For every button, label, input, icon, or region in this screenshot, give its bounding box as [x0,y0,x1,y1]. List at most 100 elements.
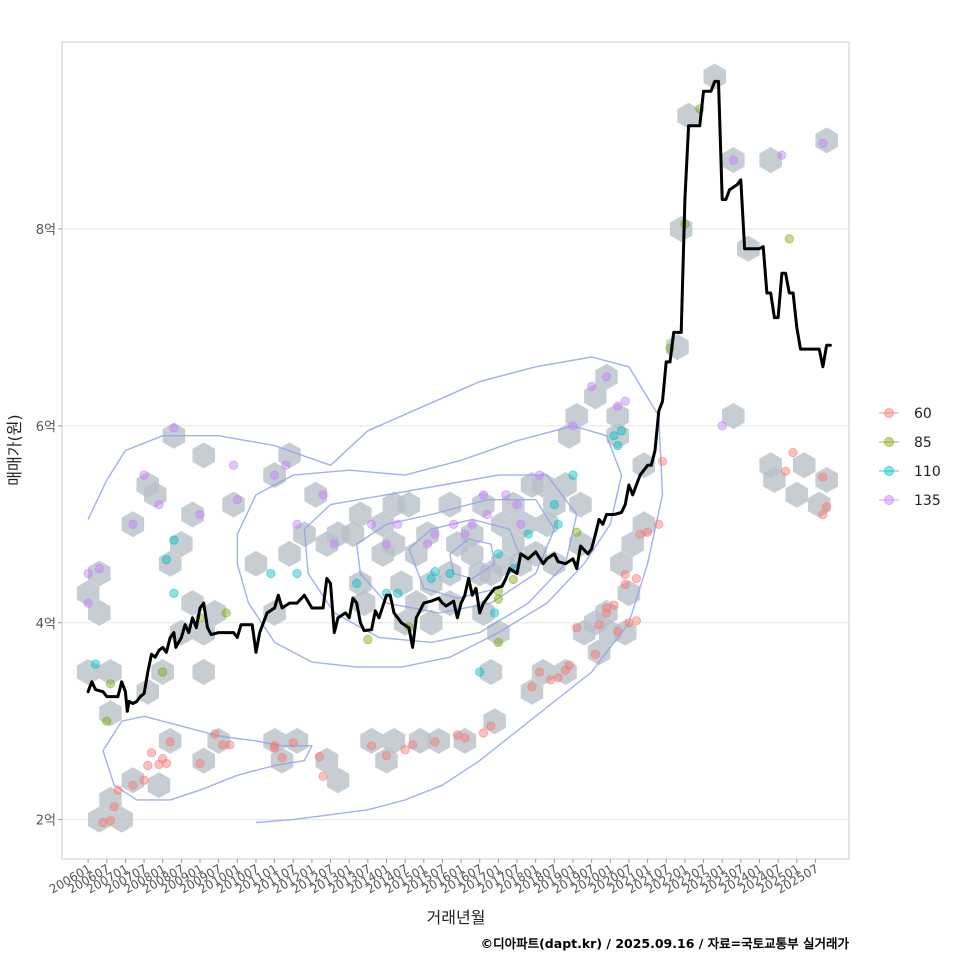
data-point-110 [90,659,101,669]
data-point-135 [430,529,440,539]
data-point-60 [560,665,571,675]
data-point-60 [146,748,157,758]
hexbin [785,481,808,508]
data-point-135 [587,381,597,392]
data-point-135 [449,519,459,529]
legend-key-dot [884,408,894,418]
data-point-135 [534,470,545,480]
data-point-110 [490,608,500,618]
data-point-60 [642,527,653,537]
data-point-135 [83,598,93,608]
hexbin [278,540,301,567]
data-point-135 [460,529,470,539]
data-point-135 [728,155,738,165]
data-point-60 [105,816,116,826]
hexbin [416,521,439,548]
data-point-135 [128,519,138,529]
hexbin [543,491,566,518]
data-point-60 [460,733,470,743]
data-point-60 [478,728,489,738]
data-point-135 [270,470,280,480]
hexbin [502,531,525,557]
hexbin [158,727,182,754]
data-point-60 [624,618,634,628]
hexbin [270,747,294,774]
data-point-60 [594,620,604,630]
hexbin [565,403,588,429]
data-point-135 [195,509,205,520]
data-point-60 [381,751,392,761]
hexbin [393,609,417,636]
data-point-60 [631,573,641,584]
hexbin [617,580,641,607]
hexbin [88,560,111,587]
hexbin [461,540,484,567]
hexbin [315,747,339,774]
y-tick-label: 6억 [36,420,56,435]
density-contour [236,425,623,668]
data-point-60 [590,649,600,659]
data-point-60 [109,802,119,812]
hexbin [606,403,629,429]
hexbin [453,727,477,754]
legend-key-dot [884,495,894,505]
data-point-60 [620,579,630,589]
data-point-135 [381,539,392,549]
hexbin [554,659,577,685]
hexbin [158,550,182,577]
hexbin [121,767,145,794]
hexbin [99,700,122,727]
data-point-110 [493,549,503,559]
hexbin [632,511,656,538]
data-point-60 [527,682,537,692]
data-point-135 [482,509,492,520]
legend-key-dot [884,466,894,476]
data-point-60 [217,740,227,750]
hexbin [408,727,432,754]
data-point-60 [139,775,149,785]
hexbin [677,102,700,129]
hexbin [222,491,245,518]
data-point-60 [113,785,123,795]
data-point-110 [616,426,627,436]
data-point-60 [277,753,287,763]
data-point-60 [818,472,828,482]
hexbin [595,363,618,390]
data-point-110 [393,588,403,598]
hexbin [490,511,514,538]
data-point-135 [281,460,291,470]
data-point-135 [818,138,828,148]
data-point-85 [102,716,112,726]
data-point-60 [635,529,645,539]
hexbin [584,383,607,410]
trend-layer [86,79,832,713]
data-point-110 [553,519,563,529]
data-point-135 [366,519,377,529]
median-price-line [86,79,832,713]
data-point-110 [609,431,619,441]
data-point-60 [318,771,328,781]
hexbin [76,659,100,685]
density-contour [102,715,313,801]
data-point-60 [546,675,556,685]
data-point-60 [553,673,563,683]
hexbin [151,659,174,685]
data-point-60 [366,741,377,751]
hexbin [360,727,383,754]
hexbin [349,570,372,597]
point-layer [83,104,832,828]
y-tick-label: 2억 [36,814,56,829]
data-point-60 [609,600,619,610]
hexbin [382,727,406,754]
data-point-135 [467,519,477,529]
legend-label: 135 [914,493,941,509]
data-point-135 [422,539,433,549]
hexbin [472,491,495,518]
data-point-60 [314,752,324,762]
data-point-110 [161,555,172,565]
hexbin [438,560,462,587]
data-point-60 [788,447,798,458]
hexbin [390,570,413,597]
hexbin [136,678,159,705]
